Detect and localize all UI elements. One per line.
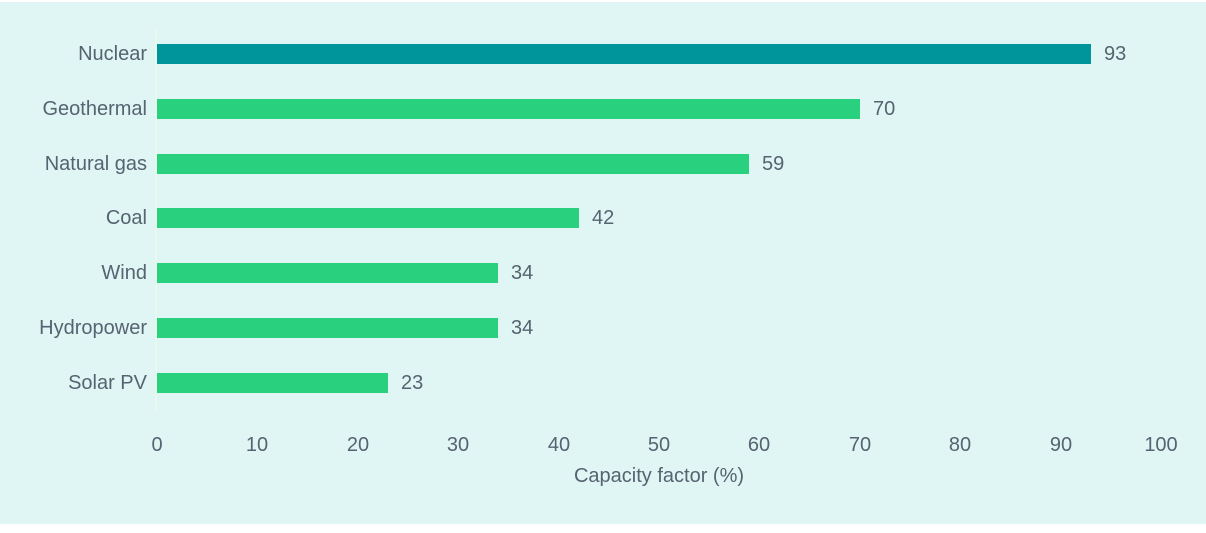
x-tick-50: 50: [647, 434, 671, 456]
bar-wind: [157, 263, 498, 283]
bar-geothermal: [157, 99, 860, 119]
category-label-natural-gas: Natural gas: [44, 153, 147, 175]
x-tick-30: 30: [446, 434, 470, 456]
bar-solar-pv: [157, 373, 388, 393]
value-label-hydropower: 34: [511, 317, 534, 339]
value-label-solar-pv: 23: [401, 372, 424, 394]
value-label-geothermal: 70: [873, 98, 896, 120]
x-tick-10: 10: [245, 434, 269, 456]
value-label-nuclear: 93: [1104, 43, 1127, 65]
value-label-coal: 42: [592, 207, 615, 229]
x-tick-0: 0: [151, 434, 163, 456]
category-label-solar-pv: Solar PV: [68, 372, 147, 394]
x-tick-80: 80: [948, 434, 972, 456]
x-tick-60: 60: [747, 434, 771, 456]
x-tick-100: 100: [1144, 434, 1178, 456]
x-tick-40: 40: [547, 434, 571, 456]
bar-hydropower: [157, 318, 498, 338]
x-tick-20: 20: [346, 434, 370, 456]
bar-coal: [157, 208, 579, 228]
bar-nuclear: [157, 44, 1091, 64]
category-label-coal: Coal: [105, 207, 147, 229]
value-label-wind: 34: [511, 262, 534, 284]
value-label-natural-gas: 59: [762, 153, 785, 175]
category-label-geothermal: Geothermal: [42, 98, 148, 120]
category-label-hydropower: Hydropower: [39, 317, 147, 339]
category-label-nuclear: Nuclear: [78, 43, 147, 65]
x-axis-title: Capacity factor (%): [573, 465, 745, 487]
category-label-wind: Wind: [101, 262, 147, 284]
x-tick-90: 90: [1049, 434, 1073, 456]
x-tick-70: 70: [848, 434, 872, 456]
x-axis-zero-line: [155, 27, 157, 411]
bar-natural-gas: [157, 154, 749, 174]
